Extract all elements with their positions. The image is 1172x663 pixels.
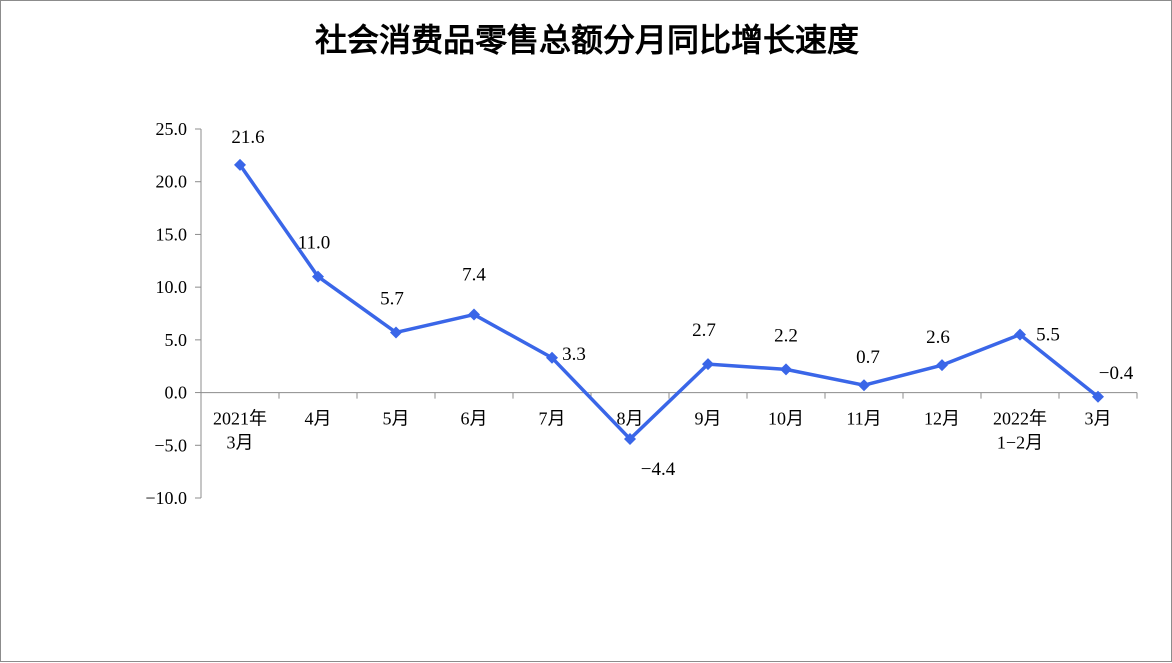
y-tick-label: 15.0 [156, 224, 188, 244]
series-line-group [238, 163, 1100, 441]
x-tick-label: 3月 [1085, 409, 1112, 429]
data-point-marker [1092, 390, 1104, 403]
data-label: 2.6 [926, 327, 950, 348]
y-tick-label: −10.0 [145, 488, 187, 508]
data-label: 5.5 [1036, 325, 1060, 346]
data-point-marker [1014, 328, 1026, 341]
x-tick-label: 5月 [383, 409, 410, 429]
data-markers [234, 158, 1104, 445]
data-label: 11.0 [298, 233, 331, 254]
data-point-marker [624, 432, 636, 445]
series-line [238, 163, 1100, 441]
x-tick-label: 11月 [846, 409, 881, 429]
data-label: 7.4 [462, 265, 486, 286]
data-label: 2.2 [774, 325, 798, 346]
data-point-marker [390, 326, 402, 339]
chart-title: 社会消费品零售总额分月同比增长速度 [315, 21, 859, 59]
x-tick-label: 10月 [768, 409, 804, 429]
data-point-marker [234, 158, 246, 171]
data-label: 2.7 [692, 320, 716, 341]
x-tick-label: 2021年 3月 [213, 409, 267, 453]
x-tick-label: 8月 [617, 409, 644, 429]
x-tick-label: 4月 [305, 409, 332, 429]
y-tick-label: 0.0 [165, 383, 188, 403]
x-tick-label: 9月 [695, 409, 722, 429]
chart-axes: 25.0 20.0 15.0 10.0 5.0 0.0 −5.0 −10.0 2021年 3月 4月… [145, 119, 1138, 508]
data-point-marker [312, 270, 324, 283]
data-label: 3.3 [562, 344, 586, 365]
data-label: 21.6 [231, 127, 264, 148]
y-tick-label: 5.0 [165, 330, 188, 350]
y-tick-label: 20.0 [156, 172, 188, 192]
x-tick-label: 2022年 1−2月 [993, 409, 1047, 453]
x-tick-label: 7月 [539, 409, 566, 429]
data-label: 0.7 [856, 347, 880, 368]
data-point-marker [780, 363, 792, 376]
data-label: −0.4 [1099, 363, 1134, 384]
x-tick-label: 6月 [461, 409, 488, 429]
data-labels: 21.6 11.0 5.7 7.4 3.3 −4.4 2.7 2.2 0.7 2.6 5.5 −0.4 [231, 127, 1133, 480]
data-point-marker [468, 308, 480, 321]
data-point-marker [702, 358, 714, 371]
y-tick-label: −5.0 [154, 435, 187, 455]
data-label: 5.7 [380, 288, 404, 309]
data-point-marker [546, 351, 558, 364]
data-point-marker [858, 379, 870, 392]
x-tick-label: 12月 [924, 409, 960, 429]
y-tick-label: 10.0 [156, 277, 188, 297]
data-label: −4.4 [641, 459, 676, 480]
y-tick-label: 25.0 [156, 119, 188, 139]
data-point-marker [936, 359, 948, 372]
